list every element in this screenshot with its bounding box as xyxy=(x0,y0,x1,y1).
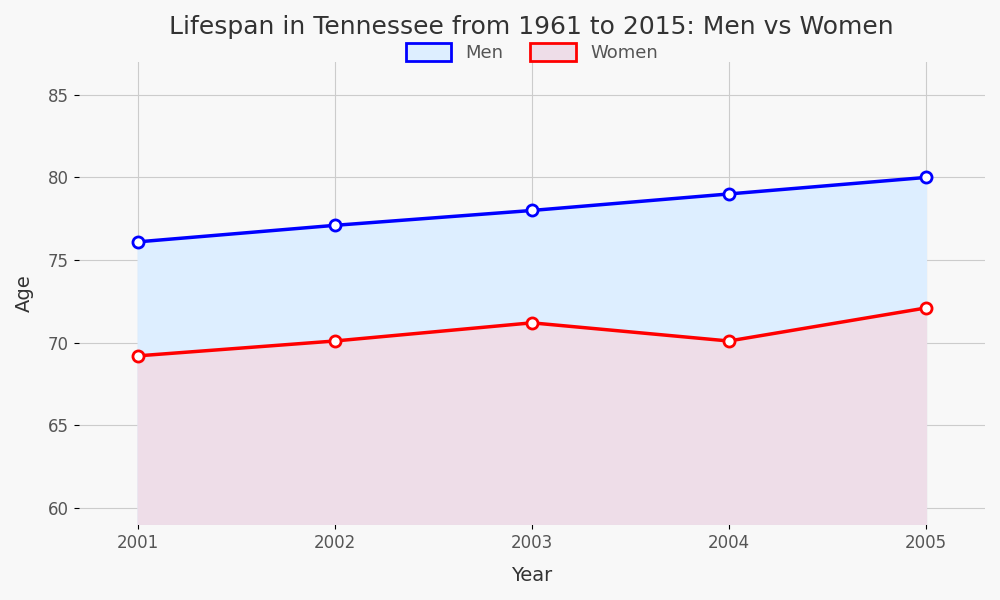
Legend: Men, Women: Men, Women xyxy=(397,34,667,71)
X-axis label: Year: Year xyxy=(511,566,552,585)
Y-axis label: Age: Age xyxy=(15,274,34,312)
Title: Lifespan in Tennessee from 1961 to 2015: Men vs Women: Lifespan in Tennessee from 1961 to 2015:… xyxy=(169,15,894,39)
